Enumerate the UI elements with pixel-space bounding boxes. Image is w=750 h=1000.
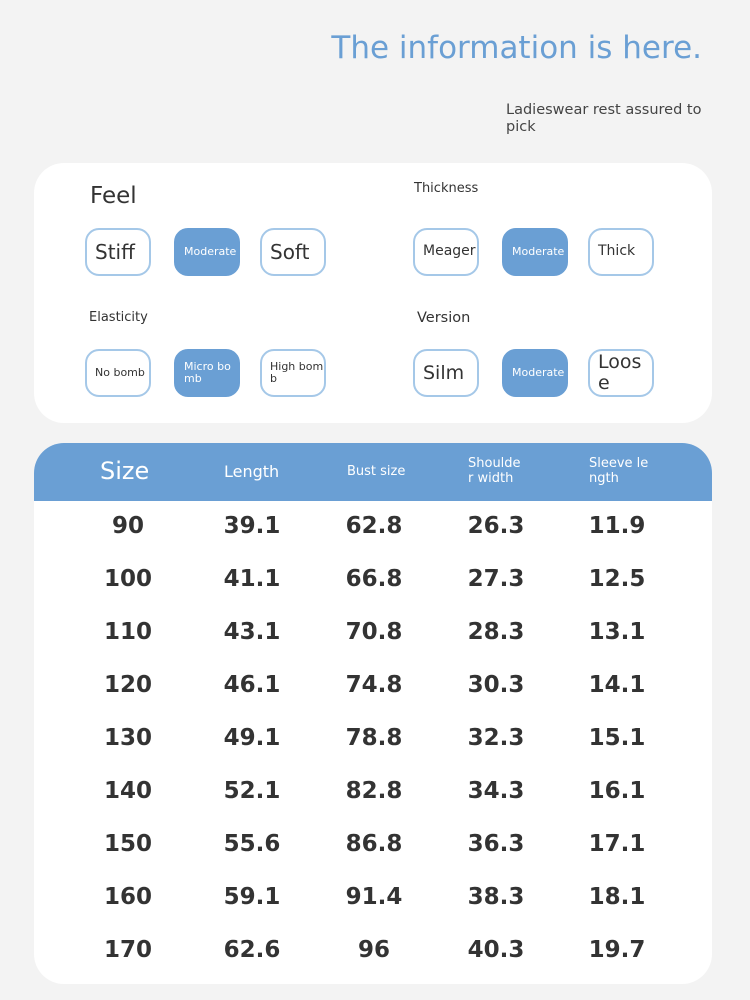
- table-cell: 28.3: [467, 619, 525, 645]
- table-cell: 12.5: [588, 566, 646, 592]
- attribute-label: Elasticity: [89, 310, 148, 325]
- table-cell: 110: [103, 619, 152, 645]
- attribute-option: Moderate: [502, 228, 568, 276]
- attribute-label: Version: [417, 310, 471, 326]
- table-cell: 120: [103, 672, 152, 698]
- attribute-card: Feel Stiff Moderate Soft Thickness Meager Mode…: [34, 163, 712, 423]
- table-cell: 13.1: [588, 619, 646, 645]
- column-header: Size: [100, 457, 150, 485]
- attribute-option: Moderate: [174, 228, 240, 276]
- attribute-option: Meager: [413, 228, 479, 276]
- table-cell: 74.8: [345, 672, 403, 698]
- table-cell: 27.3: [467, 566, 525, 592]
- attribute-option: Soft: [260, 228, 326, 276]
- table-cell: 52.1: [223, 778, 281, 804]
- table-cell: 16.1: [588, 778, 646, 804]
- table-cell: 130: [103, 725, 152, 751]
- table-cell: 43.1: [223, 619, 281, 645]
- size-table: Size Length Bust size Shoulder width Sleeve …: [34, 443, 712, 984]
- attribute-option: Thick: [588, 228, 654, 276]
- table-cell: 86.8: [345, 831, 403, 857]
- table-cell: 49.1: [223, 725, 281, 751]
- attribute-option: High bomb: [260, 349, 326, 397]
- attribute-option: Stiff: [85, 228, 151, 276]
- table-cell: 46.1: [223, 672, 281, 698]
- attribute-option: Micro bomb: [174, 349, 240, 397]
- attribute-option: No bomb: [85, 349, 151, 397]
- table-cell: 34.3: [467, 778, 525, 804]
- attribute-option: Silm: [413, 349, 479, 397]
- table-cell: 170: [103, 937, 152, 963]
- table-cell: 41.1: [223, 566, 281, 592]
- column-header: Bust size: [347, 463, 406, 479]
- table-cell: 55.6: [223, 831, 281, 857]
- table-cell: 160: [103, 884, 152, 910]
- table-cell: 14.1: [588, 672, 646, 698]
- table-cell: 150: [103, 831, 152, 857]
- table-cell: 30.3: [467, 672, 525, 698]
- table-cell: 18.1: [588, 884, 646, 910]
- attribute-option: Moderate: [502, 349, 568, 397]
- table-cell: 59.1: [223, 884, 281, 910]
- column-header: Length: [224, 462, 280, 481]
- table-cell: 38.3: [467, 884, 525, 910]
- table-cell: 96: [357, 937, 390, 963]
- table-cell: 91.4: [345, 884, 403, 910]
- table-cell: 15.1: [588, 725, 646, 751]
- subtitle: Ladieswear rest assured to pick: [506, 102, 702, 135]
- column-header: Sleeve length: [589, 456, 649, 486]
- table-cell: 62.6: [223, 937, 281, 963]
- table-cell: 19.7: [588, 937, 646, 963]
- title: The information is here.: [331, 30, 702, 66]
- table-cell: 26.3: [467, 513, 525, 539]
- table-header: Size Length Bust size Shoulder width Sleeve …: [34, 443, 712, 501]
- attribute-label: Feel: [90, 183, 137, 209]
- table-cell: 39.1: [223, 513, 281, 539]
- column-header: Shoulder width: [468, 456, 521, 486]
- table-cell: 36.3: [467, 831, 525, 857]
- attribute-label: Thickness: [414, 181, 479, 196]
- table-cell: 62.8: [345, 513, 403, 539]
- table-cell: 17.1: [588, 831, 646, 857]
- attribute-option: Loose: [588, 349, 654, 397]
- table-cell: 78.8: [345, 725, 403, 751]
- table-cell: 140: [103, 778, 152, 804]
- table-cell: 70.8: [345, 619, 403, 645]
- table-cell: 90: [111, 513, 144, 539]
- table-cell: 32.3: [467, 725, 525, 751]
- table-cell: 100: [103, 566, 152, 592]
- table-cell: 82.8: [345, 778, 403, 804]
- table-cell: 66.8: [345, 566, 403, 592]
- table-cell: 11.9: [588, 513, 646, 539]
- table-cell: 40.3: [467, 937, 525, 963]
